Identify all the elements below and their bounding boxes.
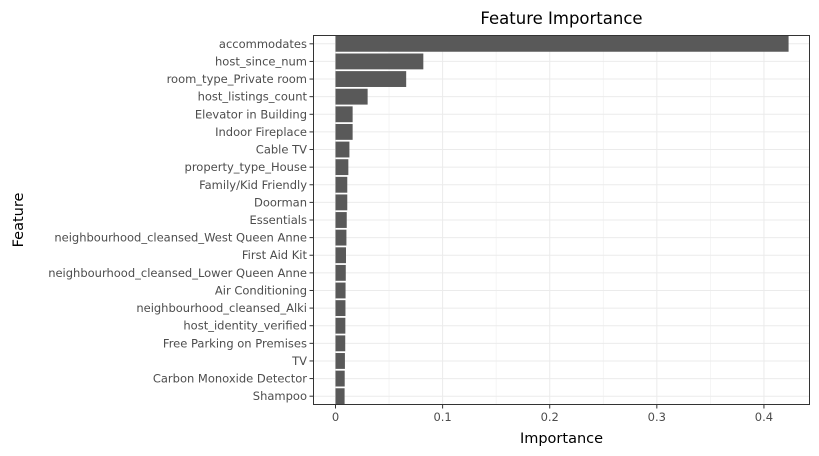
x-tick-label: 0.1	[433, 410, 451, 424]
chart-title: Feature Importance	[480, 9, 642, 28]
x-tick-label: 0.3	[648, 410, 666, 424]
bar	[335, 123, 353, 140]
y-tick-label: host_listings_count	[198, 90, 308, 104]
bar	[335, 282, 346, 299]
plot-panel-border	[313, 35, 810, 405]
y-tick-label: Elevator in Building	[195, 107, 307, 121]
y-tick-label: Shampoo	[253, 389, 307, 403]
y-tick-label: host_since_num	[215, 54, 307, 68]
bar	[335, 194, 348, 211]
y-tick-label: host_identity_verified	[183, 319, 307, 333]
y-tick-label: Doorman	[254, 195, 307, 209]
bar	[335, 159, 349, 176]
y-tick-label: neighbourhood_cleansed_Lower Queen Anne	[48, 266, 307, 280]
x-axis-title: Importance	[520, 431, 603, 447]
bar	[335, 370, 345, 387]
x-axis: 0 0.1 0.2 0.3 0.4	[332, 405, 773, 424]
bar	[335, 300, 346, 317]
y-tick-label: TV	[291, 354, 307, 368]
bar	[335, 264, 346, 281]
y-tick-label: neighbourhood_cleansed_Alki	[136, 301, 307, 315]
y-tick-label: Essentials	[249, 213, 307, 227]
bar	[335, 106, 353, 123]
y-tick-label: Air Conditioning	[215, 283, 307, 297]
bar	[335, 88, 368, 105]
y-tick-label: Cable TV	[256, 143, 307, 157]
bar	[335, 35, 789, 52]
y-tick-label: First Aid Kit	[242, 248, 308, 262]
y-tick-label: accommodates	[219, 37, 307, 51]
y-tick-label: Family/Kid Friendly	[199, 178, 307, 192]
bars	[335, 35, 789, 405]
bar	[335, 388, 345, 405]
bar	[335, 53, 424, 70]
bar	[335, 71, 407, 87]
bar	[335, 247, 346, 264]
y-tick-label: Carbon Monoxide Detector	[153, 372, 307, 386]
x-tick-label: 0.2	[541, 410, 559, 424]
bar	[335, 335, 346, 352]
y-axis-title: Feature	[11, 193, 27, 248]
bar	[335, 317, 346, 334]
y-tick-label: neighbourhood_cleansed_West Queen Anne	[54, 231, 307, 245]
bar	[335, 353, 345, 369]
x-tick-label: 0.4	[755, 410, 773, 424]
bar	[335, 176, 348, 193]
y-tick-label: Indoor Fireplace	[215, 125, 307, 139]
bar	[335, 229, 347, 246]
y-tick-label: property_type_House	[185, 160, 307, 174]
y-axis: accommodates host_since_num room_type_Priv…	[48, 37, 313, 403]
y-tick-label: room_type_Private room	[167, 72, 307, 86]
bar	[335, 141, 350, 158]
y-tick-label: Free Parking on Premises	[163, 336, 307, 350]
x-tick-label: 0	[332, 410, 339, 424]
bar	[335, 212, 347, 228]
